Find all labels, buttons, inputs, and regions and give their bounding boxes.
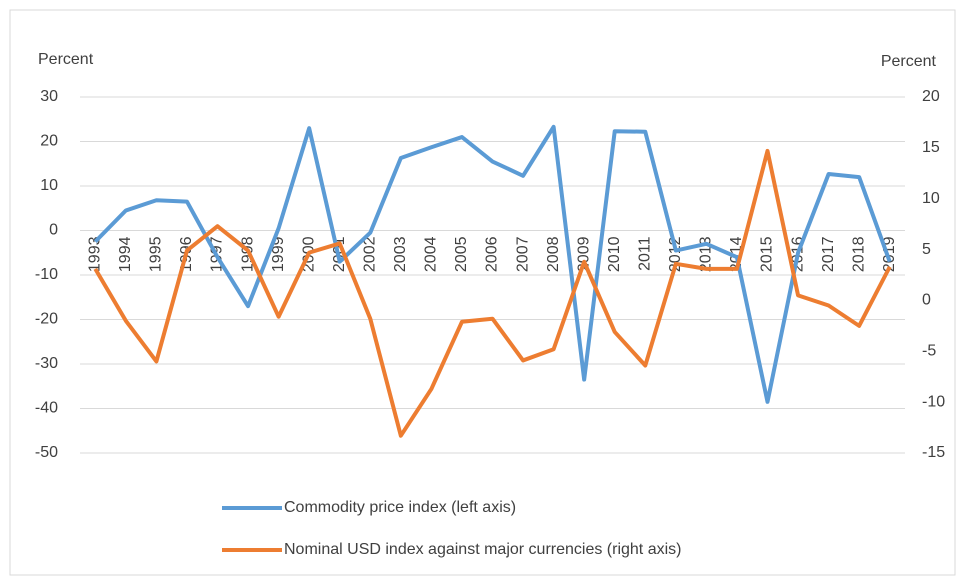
x-tick-label: 1995 xyxy=(148,236,165,272)
x-tick-label: 2006 xyxy=(484,236,501,272)
y-tick-label: 0 xyxy=(49,222,58,239)
x-tick-label: 2002 xyxy=(361,236,378,272)
series-line xyxy=(93,148,892,438)
x-tick-label: 2017 xyxy=(820,236,837,272)
x-tick-label: 2005 xyxy=(453,236,470,272)
x-tick-label: 2014 xyxy=(728,236,745,272)
x-tick-label: 1999 xyxy=(270,236,287,272)
y2-tick-label: 20 xyxy=(922,88,940,105)
y2-tick-label: 5 xyxy=(922,241,931,258)
y-tick-label: -20 xyxy=(35,311,58,328)
x-tick-label: 2003 xyxy=(392,236,409,272)
y2-axis-label: Percent xyxy=(881,53,937,70)
x-tick-label: 2018 xyxy=(850,236,867,272)
series-line xyxy=(93,124,892,404)
x-tick-label: 2010 xyxy=(606,236,623,272)
y-axis-label: Percent xyxy=(38,51,94,68)
x-tick-label: 2011 xyxy=(636,236,653,271)
x-tick-label: 1994 xyxy=(117,236,134,272)
x-tick-label: 2007 xyxy=(514,236,531,272)
y2-tick-label: -5 xyxy=(922,343,936,360)
y2-tick-label: 15 xyxy=(922,139,940,156)
y-tick-label: 10 xyxy=(40,177,58,194)
y2-tick-label: -15 xyxy=(922,444,945,461)
x-tick-label: 2015 xyxy=(759,236,776,272)
y-tick-label: 30 xyxy=(40,88,58,105)
y-tick-label: -50 xyxy=(35,444,58,461)
x-tick-label: 2004 xyxy=(423,236,440,272)
x-tick-label: 2008 xyxy=(545,236,562,272)
y-tick-label: 20 xyxy=(40,133,58,150)
y-tick-label: -40 xyxy=(35,400,58,417)
y-tick-label: -10 xyxy=(35,266,58,283)
x-tick-label: 2009 xyxy=(575,236,592,272)
chart-frame xyxy=(9,9,956,576)
y2-tick-label: 10 xyxy=(922,190,940,207)
y-tick-label: -30 xyxy=(35,355,58,372)
y2-tick-label: -10 xyxy=(922,393,945,410)
legend-label: Commodity price index (left axis) xyxy=(284,499,516,516)
y2-tick-label: 0 xyxy=(922,292,931,309)
legend-label: Nominal USD index against major currenci… xyxy=(284,541,681,558)
x-tick-label: 1993 xyxy=(86,236,103,272)
